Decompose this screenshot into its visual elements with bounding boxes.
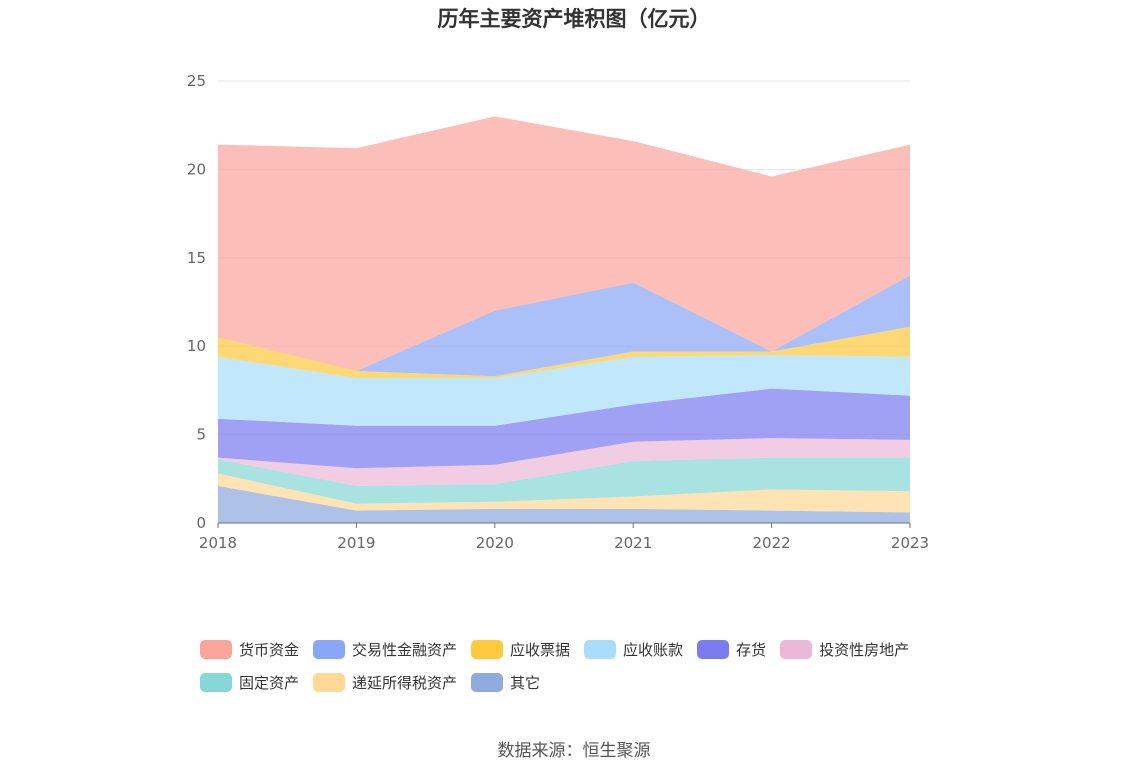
x-tick-label: 2021 — [614, 534, 652, 552]
legend-item[interactable]: 其它 — [471, 671, 540, 694]
y-tick-label: 20 — [187, 160, 206, 178]
area-series-0 — [218, 485, 910, 523]
legend-item[interactable]: 递延所得税资产 — [313, 671, 457, 694]
area-series-1 — [218, 473, 910, 513]
axes: 0 5 10 15 20 25 2018 2019 2020 2021 2022 2023 — [187, 72, 929, 552]
legend-label: 货币资金 — [239, 641, 300, 659]
legend-swatch — [584, 640, 617, 659]
stacked-area-chart: 0 5 10 15 20 25 2018 2019 2020 2021 2022 2023 — [187, 72, 929, 552]
y-tick-label: 15 — [187, 249, 206, 267]
area-series-8 — [218, 116, 910, 372]
legend-label: 递延所得税资产 — [352, 674, 458, 692]
legend-swatch — [471, 640, 504, 659]
y-tick-label: 0 — [196, 514, 206, 532]
legend-label: 存货 — [736, 641, 767, 659]
legend-item[interactable]: 交易性金融资产 — [313, 638, 457, 661]
y-tick-label: 10 — [187, 337, 206, 355]
legend-label: 应收票据 — [510, 641, 571, 659]
x-tick-label: 2018 — [199, 534, 237, 552]
chart-title: 历年主要资产堆积图（亿元） — [437, 7, 711, 31]
legend-item[interactable]: 存货 — [697, 638, 766, 661]
legend-item[interactable]: 投资性房地产 — [780, 638, 909, 661]
y-tick-label: 5 — [196, 426, 206, 444]
x-tick-label: 2020 — [476, 534, 514, 552]
source-note: 数据来源：恒生聚源 — [497, 741, 651, 761]
legend-item[interactable]: 应收票据 — [471, 638, 570, 661]
legend-swatch — [697, 640, 730, 659]
legend-swatch — [200, 673, 232, 692]
area-series-5 — [218, 355, 910, 426]
legend-label: 应收账款 — [623, 641, 684, 659]
legend-swatch — [200, 640, 232, 659]
area-series-2 — [218, 457, 910, 504]
x-tick-label: 2022 — [753, 534, 791, 552]
area-series-4 — [218, 388, 910, 469]
area-series-7 — [218, 275, 910, 377]
legend-item[interactable]: 应收账款 — [584, 638, 683, 661]
legend-item[interactable]: 固定资产 — [200, 671, 299, 694]
y-tick-label: 25 — [187, 72, 206, 90]
area-series — [218, 116, 910, 523]
legend-swatch — [780, 640, 813, 659]
legend-swatch — [471, 673, 504, 692]
area-series-3 — [218, 438, 910, 486]
legend-label: 固定资产 — [239, 674, 300, 692]
legend-label: 交易性金融资产 — [352, 641, 458, 659]
x-tick-label: 2023 — [891, 534, 929, 552]
legend-swatch — [313, 640, 346, 659]
legend-label: 其它 — [510, 674, 541, 692]
area-series-6 — [218, 326, 910, 378]
legend-swatch — [313, 673, 346, 692]
x-tick-label: 2019 — [337, 534, 375, 552]
legend-item[interactable]: 货币资金 — [200, 638, 299, 661]
legend-label: 投资性房地产 — [819, 641, 910, 659]
legend: 货币资金 交易性金融资产 应收票据 应收账款 存货 投资性房地产固定资产 递延所得税资产 其它 — [200, 638, 980, 694]
